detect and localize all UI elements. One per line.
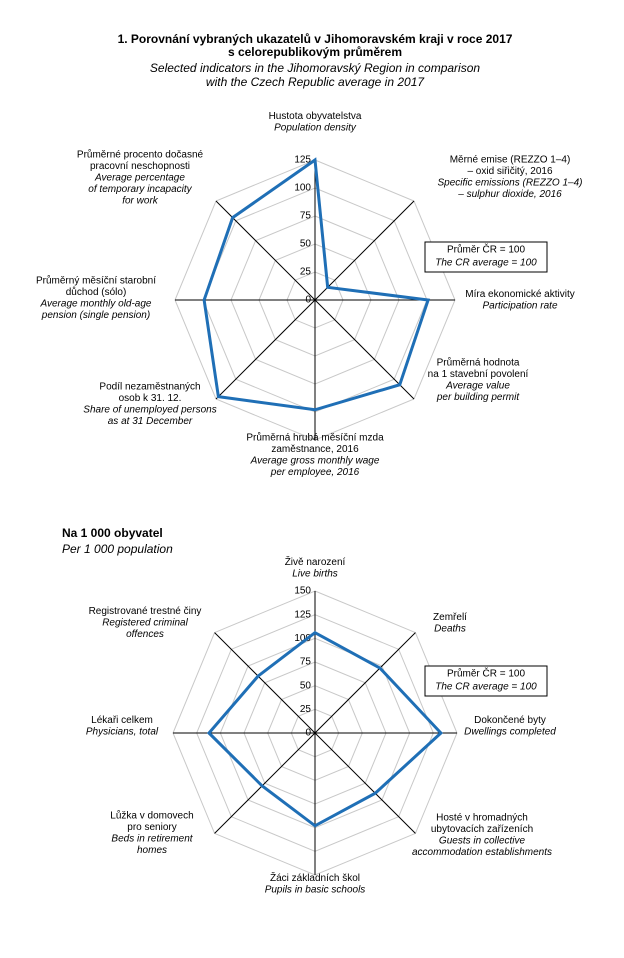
category-label: osob k 31. 12. xyxy=(119,393,182,404)
note-text: The CR average = 100 xyxy=(435,258,537,269)
y-tick-label: 100 xyxy=(294,633,311,644)
category-label: Lůžka v domovech xyxy=(110,809,193,821)
y-tick-label: 50 xyxy=(300,680,312,691)
category-label-en: Average monthly old-age xyxy=(40,298,152,309)
category-label-en: Specific emissions (REZZO 1–4) xyxy=(437,177,582,188)
note-text: The CR average = 100 xyxy=(435,682,537,693)
category-label-en: offences xyxy=(126,629,164,640)
y-tick-label: 50 xyxy=(300,239,312,250)
y-tick-label: 25 xyxy=(300,267,312,278)
data-line xyxy=(202,157,431,412)
category-label: – oxid siřičitý, 2016 xyxy=(467,166,552,177)
chart-title: Na 1 000 obyvatel xyxy=(62,526,163,540)
category-label-en: Guests in collective xyxy=(439,835,526,846)
chart-subtitle: Per 1 000 population xyxy=(62,542,173,556)
category-label: Živě narození xyxy=(285,555,346,568)
category-label: Zemřelí xyxy=(433,612,467,623)
category-label-en: Participation rate xyxy=(482,300,557,311)
category-label-en: accommodation establishments xyxy=(412,847,552,858)
category-label-en: Registered criminal xyxy=(102,618,188,629)
y-tick-label: 100 xyxy=(294,183,311,194)
category-label-en: Population density xyxy=(274,122,357,133)
category-label: pracovní neschopnosti xyxy=(90,161,190,172)
category-label: Průměrná hrubá měsíční mzda xyxy=(246,431,384,443)
note-box xyxy=(424,665,548,697)
axis-spoke xyxy=(214,632,316,734)
category-label: Hustota obyvatelstva xyxy=(269,111,362,122)
chart-subtitle: with the Czech Republic average in 2017 xyxy=(206,75,425,89)
category-label-en: Share of unemployed persons xyxy=(83,404,216,415)
category-label-en: Beds in retirement xyxy=(111,833,193,844)
y-tick-label: 150 xyxy=(294,586,311,597)
category-label: pro seniory xyxy=(127,822,176,833)
axis-spoke xyxy=(214,732,316,834)
y-tick-label: 0 xyxy=(305,295,311,306)
category-label: Průměrný měsíční starobní xyxy=(36,274,156,286)
category-label-en: – sulphur dioxide, 2016 xyxy=(457,189,562,200)
category-label: Průměrné procento dočasné xyxy=(77,149,204,161)
chart-subtitle: Selected indicators in the Jihomoravský … xyxy=(150,61,480,75)
category-label-en: per building permit xyxy=(436,392,520,403)
category-label: Průměrná hodnota xyxy=(437,356,520,368)
category-label: Žáci základních škol xyxy=(270,871,360,884)
category-label-en: Average value xyxy=(445,380,510,391)
category-label-en: Deaths xyxy=(434,623,466,634)
category-label-en: per employee, 2016 xyxy=(270,467,360,478)
category-label: Míra ekonomické aktivity xyxy=(465,289,574,300)
chart-title: 1. Porovnání vybraných ukazatelů v Jihom… xyxy=(118,32,513,46)
category-label-en: of temporary incapacity xyxy=(88,184,192,195)
y-tick-label: 0 xyxy=(305,728,311,739)
category-label-en: as at 31 December xyxy=(108,416,193,427)
note-text: Průměr ČR = 100 xyxy=(447,667,526,680)
category-label: ubytovacích zařízeních xyxy=(431,824,533,835)
y-tick-label: 25 xyxy=(300,704,312,715)
data-line xyxy=(206,630,444,828)
category-label-en: Average gross monthly wage xyxy=(250,455,380,466)
category-label: Dokončené byty xyxy=(474,715,546,726)
axis-spoke xyxy=(314,632,416,734)
category-label: Registrované trestné činy xyxy=(89,606,202,617)
note-box xyxy=(424,241,548,273)
note-text: Průměr ČR = 100 xyxy=(447,243,526,256)
y-tick-label: 125 xyxy=(294,609,311,620)
category-label: důchod (sólo) xyxy=(66,286,127,298)
category-label-en: homes xyxy=(137,845,167,856)
category-label: na 1 stavební povolení xyxy=(428,369,529,380)
category-label-en: Dwellings completed xyxy=(464,726,556,737)
category-label-en: Average percentage xyxy=(94,173,185,184)
category-label: Hosté v hromadných xyxy=(436,812,528,823)
category-label-en: for work xyxy=(122,196,159,207)
category-label: Lékaři celkem xyxy=(91,715,153,726)
category-label: Měrné emise (REZZO 1–4) xyxy=(450,154,571,165)
category-label: zaměstnance, 2016 xyxy=(271,444,359,455)
axis-spoke xyxy=(314,732,416,834)
y-tick-label: 125 xyxy=(294,155,311,166)
category-label-en: pension (single pension) xyxy=(41,310,150,321)
category-label-en: Physicians, total xyxy=(86,726,159,737)
axis-spoke xyxy=(215,299,316,400)
y-tick-label: 75 xyxy=(300,211,312,222)
axis-spoke xyxy=(314,200,415,301)
category-label-en: Live births xyxy=(292,568,338,579)
chart-title: s celorepublikovým průměrem xyxy=(228,45,402,59)
category-label: Podíl nezaměstnaných xyxy=(99,381,200,392)
axis-spoke xyxy=(314,299,415,400)
category-label-en: Pupils in basic schools xyxy=(265,884,366,895)
y-tick-label: 75 xyxy=(300,657,312,668)
